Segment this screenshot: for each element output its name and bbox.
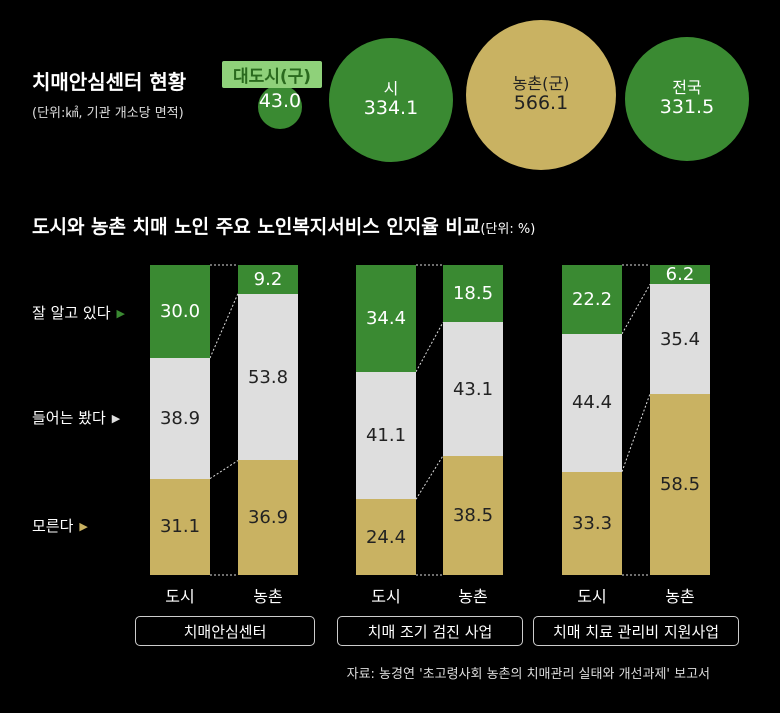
bar-segment-unknown: 33.3	[562, 471, 622, 575]
triangle-right-icon: ▶	[116, 307, 126, 320]
bar-segment-heard: 35.4	[650, 284, 710, 394]
data-label: 22.2	[571, 288, 613, 310]
row-label-unknown: 모른다 ▶	[32, 515, 88, 536]
x-axis-label: 농촌	[665, 587, 695, 606]
bar-rural: 6.2 35.4 58.5	[650, 264, 710, 575]
x-axis-label: 도시	[165, 587, 195, 606]
data-label: 41.1	[365, 425, 407, 446]
data-label: 18.5	[452, 283, 494, 305]
bar-city: 22.2 44.4 33.3	[562, 265, 622, 575]
bar-segment-heard: 38.9	[150, 358, 210, 479]
triangle-right-icon: ▶	[79, 520, 88, 533]
data-label: 34.4	[365, 307, 407, 329]
bar-segment-know: 30.0	[150, 265, 210, 358]
bar-rural: 9.2 53.8 36.9	[238, 265, 298, 575]
circle-metro-marker	[258, 85, 302, 129]
data-label: 24.4	[365, 526, 407, 548]
bar-city: 30.0 38.9 31.1	[150, 265, 210, 575]
x-axis-label: 도시	[371, 587, 401, 606]
x-axis-label: 농촌	[458, 587, 488, 606]
row-label-heard: 들어는 봤다 ▶	[32, 407, 120, 428]
circle-rural-label: 농촌(군)	[512, 73, 570, 93]
triangle-right-icon: ▶	[111, 412, 121, 425]
section2-unit: (단위: %)	[480, 222, 536, 237]
bar-segment-know: 9.2	[238, 265, 298, 294]
connector-line	[415, 455, 444, 500]
connector-line	[621, 283, 651, 335]
bar-segment-know: 6.2	[650, 264, 710, 286]
connector-line	[209, 460, 239, 480]
bar-segment-unknown: 38.5	[443, 455, 503, 575]
bar-segment-heard: 41.1	[356, 371, 416, 500]
data-label: 9.2	[253, 268, 283, 290]
data-label: 38.9	[159, 407, 201, 429]
bar-segment-unknown: 36.9	[238, 460, 298, 575]
circle-metro-value: 43.0	[258, 90, 302, 112]
circle-city-label: 시	[383, 78, 399, 98]
connector-line	[209, 293, 239, 359]
data-label: 53.8	[247, 366, 289, 388]
data-label: 30.0	[159, 301, 201, 322]
section1-title: 치매안심센터 현황	[32, 70, 187, 94]
data-label: 44.4	[571, 392, 613, 414]
bar-segment-know: 18.5	[443, 265, 503, 323]
section1-subtitle: (단위:㎢, 기관 개소당 면적)	[32, 106, 184, 121]
section2-title: 도시와 농촌 치매 노인 주요 노인복지서비스 인지율 비교(단위: %)	[32, 212, 535, 239]
data-label: 38.5	[452, 504, 494, 526]
bar-segment-know: 34.4	[356, 265, 416, 372]
circle-national-label: 전국	[672, 77, 702, 97]
connector-line	[621, 393, 651, 472]
circle-rural-value: 566.1	[513, 92, 569, 115]
data-label: 58.5	[659, 473, 701, 495]
x-axis-label: 농촌	[253, 587, 283, 606]
row-label-know: 잘 알고 있다 ▶	[32, 302, 125, 323]
circle-rural: 농촌(군) 566.1	[466, 20, 616, 170]
bar-city: 34.4 41.1 24.4	[356, 265, 416, 575]
row-label-know-text: 잘 알고 있다	[32, 304, 111, 322]
row-label-unknown-text: 모른다	[32, 517, 74, 535]
circle-city: 시 334.1	[329, 38, 453, 162]
data-label: 43.1	[452, 378, 494, 400]
row-label-heard-text: 들어는 봤다	[32, 409, 106, 427]
source-note: 자료: 농경연 '초고령사회 농촌의 치매관리 실태와 개선과제' 보고서	[346, 667, 710, 682]
connector-line	[415, 322, 444, 372]
circle-national-value: 331.5	[659, 96, 715, 119]
group-label-screening: 치매 조기 검진 사업	[337, 616, 523, 646]
bar-segment-heard: 53.8	[238, 293, 298, 461]
bar-segment-heard: 43.1	[443, 322, 503, 456]
data-label: 31.1	[159, 516, 201, 538]
section2-title-text: 도시와 농촌 치매 노인 주요 노인복지서비스 인지율 비교	[32, 216, 481, 238]
data-label: 33.3	[571, 512, 613, 534]
group-label-treatment: 치매 치료 관리비 지원사업	[533, 616, 739, 646]
bar-segment-unknown: 31.1	[150, 478, 210, 575]
x-axis-label: 도시	[577, 587, 607, 606]
data-label: 35.4	[659, 328, 701, 350]
circle-city-value: 334.1	[363, 97, 419, 120]
bar-segment-unknown: 24.4	[356, 499, 416, 575]
bar-segment-unknown: 58.5	[650, 393, 710, 575]
data-label: 6.2	[665, 264, 695, 286]
data-label: 36.9	[247, 507, 289, 529]
bar-segment-know: 22.2	[562, 265, 622, 334]
group-label-center: 치매안심센터	[135, 616, 315, 646]
bar-rural: 18.5 43.1 38.5	[443, 265, 503, 575]
circle-national: 전국 331.5	[625, 37, 749, 161]
circle-metro-label: 대도시(구)	[222, 61, 322, 88]
bar-segment-heard: 44.4	[562, 333, 622, 472]
